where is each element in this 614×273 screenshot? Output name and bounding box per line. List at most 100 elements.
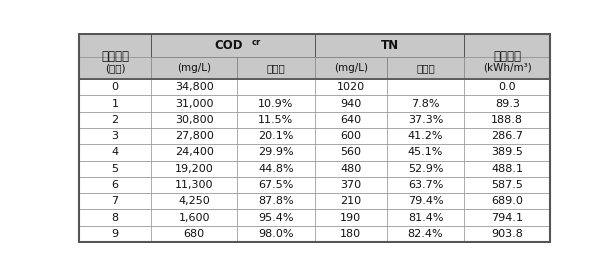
Text: 41.2%: 41.2%: [408, 131, 443, 141]
Text: 0: 0: [112, 82, 119, 92]
Text: 8: 8: [112, 212, 119, 222]
Bar: [314, 34, 464, 57]
Bar: [464, 193, 550, 209]
Text: 19,200: 19,200: [175, 164, 214, 174]
Text: 98.0%: 98.0%: [258, 229, 293, 239]
Text: 31,000: 31,000: [175, 99, 214, 109]
Text: 7: 7: [112, 196, 119, 206]
Text: 600: 600: [340, 131, 361, 141]
Bar: [314, 209, 387, 226]
Bar: [237, 144, 314, 161]
Bar: [79, 226, 151, 242]
Bar: [79, 177, 151, 193]
Bar: [464, 177, 550, 193]
Bar: [79, 128, 151, 144]
Text: 67.5%: 67.5%: [258, 180, 293, 190]
Bar: [151, 193, 237, 209]
Bar: [151, 79, 237, 96]
Text: 20.1%: 20.1%: [258, 131, 293, 141]
Text: 1: 1: [112, 99, 119, 109]
Text: 1,600: 1,600: [179, 212, 210, 222]
Bar: [314, 144, 387, 161]
Text: 180: 180: [340, 229, 361, 239]
Bar: [79, 193, 550, 209]
Text: 소요전력: 소요전력: [493, 50, 521, 63]
Text: 488.1: 488.1: [491, 164, 523, 174]
Text: 640: 640: [340, 115, 361, 125]
Text: 190: 190: [340, 212, 361, 222]
Bar: [237, 177, 314, 193]
Bar: [387, 144, 464, 161]
Bar: [387, 177, 464, 193]
Text: (시간): (시간): [105, 63, 125, 73]
Bar: [314, 57, 387, 79]
Bar: [237, 161, 314, 177]
Text: 89.3: 89.3: [495, 99, 519, 109]
Text: 2: 2: [112, 115, 119, 125]
Bar: [79, 161, 550, 177]
Bar: [151, 57, 237, 79]
Bar: [79, 96, 550, 112]
Bar: [151, 226, 237, 242]
Text: 4,250: 4,250: [178, 196, 210, 206]
Text: 4: 4: [112, 147, 119, 158]
Bar: [314, 226, 387, 242]
Bar: [237, 209, 314, 226]
Text: 3: 3: [112, 131, 119, 141]
Bar: [79, 57, 151, 79]
Bar: [464, 112, 550, 128]
Bar: [79, 144, 550, 161]
Text: 940: 940: [340, 99, 361, 109]
Bar: [387, 128, 464, 144]
Bar: [387, 79, 464, 96]
Text: 480: 480: [340, 164, 361, 174]
Bar: [79, 112, 550, 128]
Bar: [79, 79, 151, 96]
Text: 52.9%: 52.9%: [408, 164, 443, 174]
Bar: [79, 209, 550, 226]
Bar: [314, 79, 387, 96]
Bar: [387, 57, 464, 79]
Text: 370: 370: [340, 180, 361, 190]
Text: 제거율: 제거율: [416, 63, 435, 73]
Text: 689.0: 689.0: [491, 196, 523, 206]
Bar: [151, 209, 237, 226]
Bar: [79, 209, 151, 226]
Bar: [237, 193, 314, 209]
Text: 286.7: 286.7: [491, 131, 523, 141]
Bar: [151, 144, 237, 161]
Bar: [464, 144, 550, 161]
Text: 82.4%: 82.4%: [408, 229, 443, 239]
Bar: [79, 96, 151, 112]
Text: 9: 9: [112, 229, 119, 239]
Text: 37.3%: 37.3%: [408, 115, 443, 125]
Text: 210: 210: [340, 196, 361, 206]
Bar: [387, 161, 464, 177]
Text: cr: cr: [251, 38, 260, 47]
Text: 560: 560: [340, 147, 361, 158]
Bar: [464, 226, 550, 242]
Bar: [387, 193, 464, 209]
Text: 제거율: 제거율: [266, 63, 286, 73]
Bar: [464, 128, 550, 144]
Bar: [314, 96, 387, 112]
Bar: [314, 177, 387, 193]
Text: 27,800: 27,800: [175, 131, 214, 141]
Bar: [237, 57, 314, 79]
Bar: [237, 226, 314, 242]
Bar: [79, 112, 151, 128]
Bar: [387, 209, 464, 226]
Text: (mg/L): (mg/L): [177, 63, 211, 73]
Bar: [151, 177, 237, 193]
Bar: [464, 34, 550, 79]
Text: 1020: 1020: [336, 82, 365, 92]
Text: 10.9%: 10.9%: [258, 99, 293, 109]
Text: COD: COD: [214, 39, 243, 52]
Bar: [151, 161, 237, 177]
Text: 30,800: 30,800: [175, 115, 214, 125]
Text: 5: 5: [112, 164, 119, 174]
Text: 44.8%: 44.8%: [258, 164, 293, 174]
Bar: [464, 57, 550, 79]
Bar: [79, 128, 550, 144]
Bar: [237, 79, 314, 96]
